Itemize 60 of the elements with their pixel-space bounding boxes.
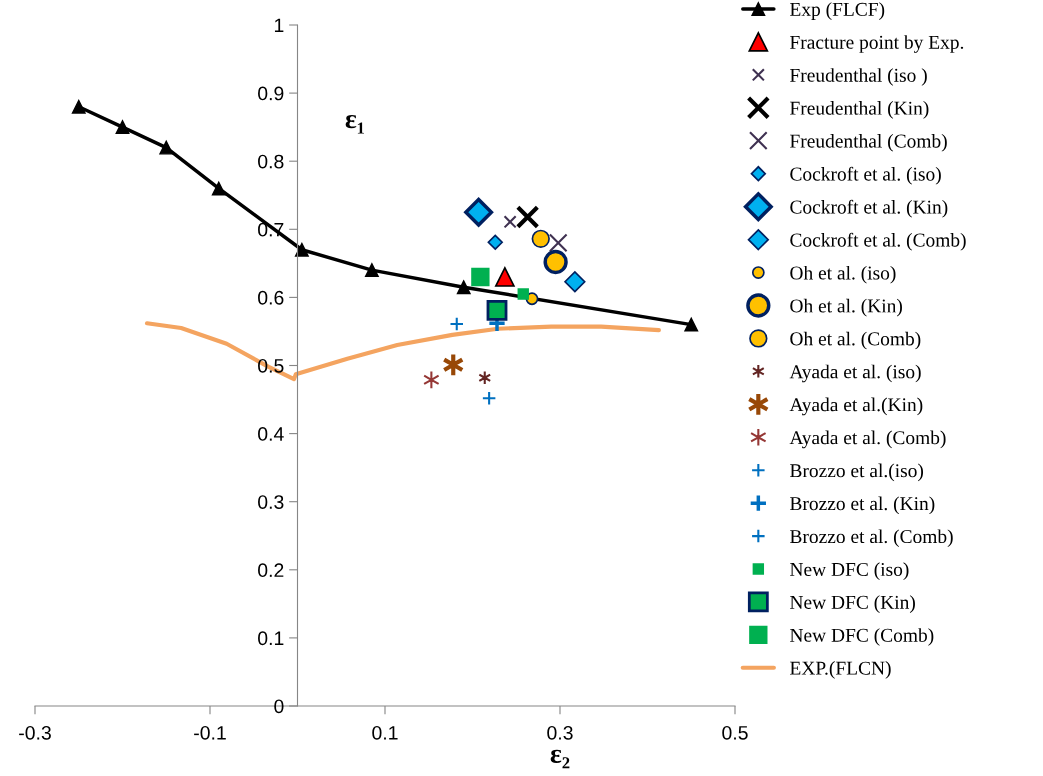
legend-label: Oh et al. (Kin) (790, 298, 902, 317)
point (543, 249, 568, 275)
legend-label: Oh et al. (iso) (790, 265, 896, 284)
point (115, 120, 130, 135)
point (531, 229, 550, 249)
y-tick-label: 1 (274, 18, 284, 33)
point (564, 271, 586, 293)
y-tick-label: 0.1 (258, 631, 284, 646)
x-tick-label: -0.1 (194, 725, 226, 740)
y-axis-title: ε₁ (345, 114, 364, 134)
line-series (144, 321, 661, 382)
point (464, 197, 494, 227)
y-tick-label: 0.8 (258, 154, 284, 169)
legend-label: New DFC (Comb) (790, 628, 934, 646)
legend-label: Brozzo et al. (Kin) (790, 496, 935, 515)
point (159, 140, 174, 155)
point (71, 99, 86, 114)
point (515, 205, 540, 229)
point (548, 233, 568, 253)
point (684, 317, 699, 332)
legend-label: Freudenthal (iso ) (790, 68, 927, 86)
y-tick-label: 0.2 (258, 563, 284, 578)
x-tick-label: -0.3 (19, 725, 51, 740)
legend-label: Oh et al. (Comb) (790, 331, 921, 350)
legend-label: Freudenthal (Kin) (790, 101, 929, 119)
x-tick-label: 0.1 (372, 725, 398, 740)
y-tick-label: 0.9 (258, 86, 284, 101)
y-tick-label: 0.4 (258, 427, 284, 441)
legend-label: Cockroft et al. (iso) (790, 166, 941, 185)
point (456, 280, 471, 295)
point (294, 242, 309, 257)
legend-label: Cockroft et al. (Comb) (790, 232, 966, 251)
x-axis-title: ε₂ (550, 749, 570, 769)
legend-label: Freudenthal (Comb) (790, 133, 947, 152)
y-tick-label: 0 (274, 699, 284, 714)
x-tick-label: 0.3 (547, 725, 573, 740)
x-tick-label: 0.5 (722, 725, 748, 740)
legend-label: New DFC (iso) (790, 562, 909, 580)
point (364, 263, 379, 278)
legend-label: Exp (FLCF) (790, 2, 885, 20)
point (495, 267, 515, 287)
legend-label: Brozzo et al. (Comb) (790, 529, 953, 548)
legend-label: Brozzo et al.(iso) (790, 463, 924, 482)
legend-label: Ayada et al.(Kin) (789, 397, 923, 416)
point (211, 181, 226, 196)
legend-label: EXP.(FLCN) (790, 661, 891, 679)
legend-label: Cockroft et al. (Kin) (790, 199, 948, 218)
point (503, 215, 517, 229)
point (471, 267, 490, 287)
point (517, 288, 529, 300)
legend-label: New DFC (Kin) (790, 595, 915, 613)
legend-label: Ayada et al. (iso) (789, 364, 921, 383)
legend-label: Ayada et al. (Comb) (789, 430, 946, 449)
legend-label: Fracture point by Exp. (790, 35, 964, 53)
point (487, 234, 503, 250)
point (486, 299, 508, 321)
y-tick-label: 0.3 (258, 495, 284, 509)
y-tick-label: 0.6 (258, 290, 284, 305)
point (449, 316, 465, 332)
point (481, 390, 497, 406)
